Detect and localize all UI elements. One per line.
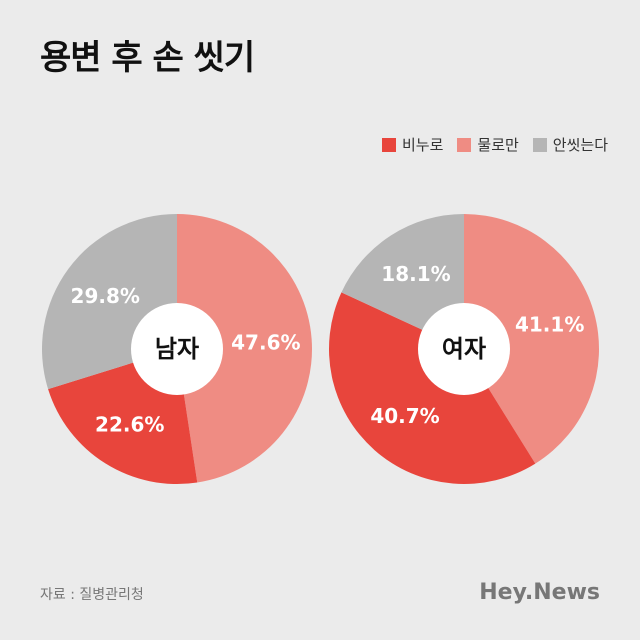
pie-male-center-label: 남자 [155,335,199,363]
brand-logo: Hey.News [479,580,600,605]
legend: 비누로 물로만 안씻는다 [381,134,608,155]
source-note: 자료 : 질병관리청 [40,587,144,603]
legend-swatch-none [532,137,547,152]
pie-male: 47.6% 22.6% 29.8% 남자 [42,214,312,484]
pie-female-slice-soap [329,292,536,484]
pie-male-label-none: 29.8% [71,284,140,308]
legend-label-water: 물로만 [477,136,519,154]
pie-female-center-label: 여자 [442,335,486,363]
pie-female-label-water: 41.1% [515,313,584,337]
legend-item-none: 안씻는다 [532,134,608,155]
pie-female-label-none: 18.1% [381,262,450,286]
legend-item-water: 물로만 [457,134,519,155]
pie-male-slice-water [177,214,312,483]
legend-swatch-water [457,137,472,152]
pie-male-label-soap: 22.6% [95,413,164,437]
legend-item-soap: 비누로 [381,134,444,155]
legend-swatch-soap [381,137,396,152]
chart-title: 용변 후 손 씻기 [40,38,255,78]
pie-male-label-water: 47.6% [231,330,300,354]
pie-female: 41.1% 40.7% 18.1% 여자 [329,214,599,484]
pie-female-label-soap: 40.7% [370,404,439,428]
legend-label-none: 안씻는다 [552,136,608,154]
pie-female-center [418,303,510,395]
pie-male-center [131,303,223,395]
legend-label-soap: 비누로 [401,136,444,154]
pie-female-slice-water [464,214,599,464]
